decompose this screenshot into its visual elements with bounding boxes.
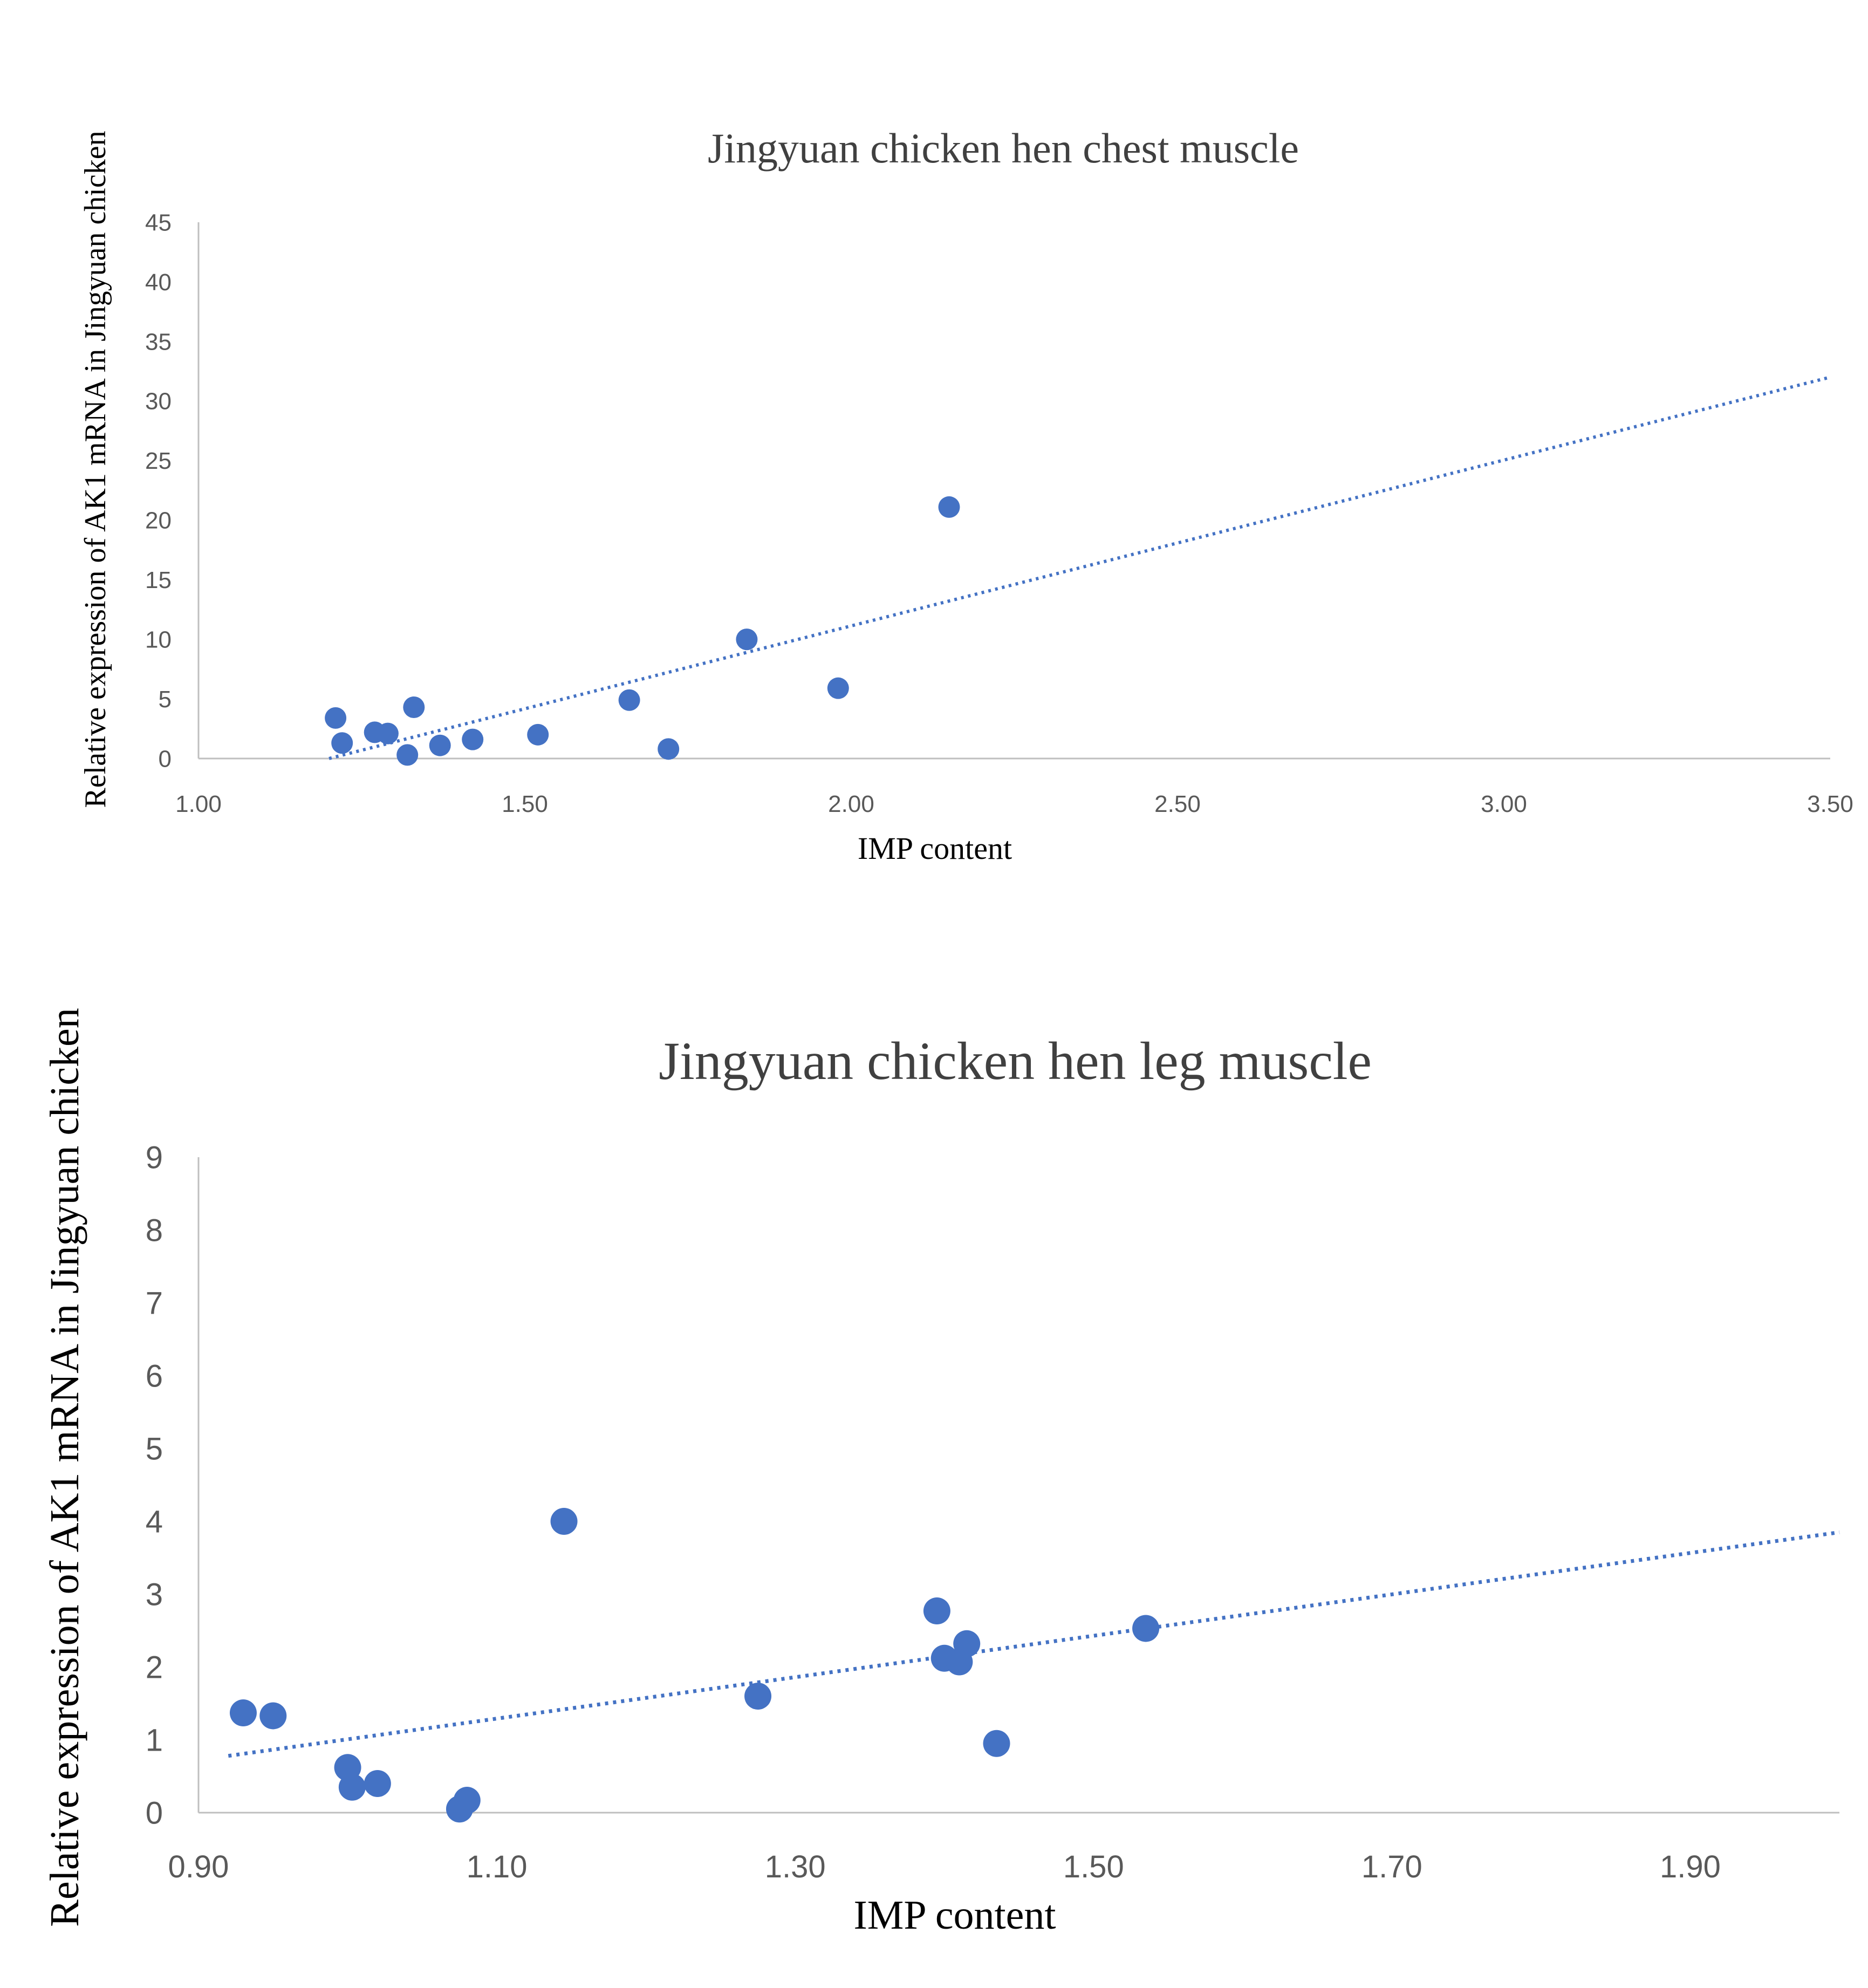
chest-x-tick-label: 1.00 <box>175 791 222 817</box>
leg-chart: Jingyuan chicken hen leg muscle Relative… <box>42 1008 1840 1938</box>
leg-data-point <box>744 1683 772 1710</box>
chest-y-tick-label: 20 <box>145 508 172 534</box>
leg-data-point <box>1132 1615 1160 1642</box>
leg-data-point <box>983 1730 1010 1757</box>
leg-x-ticks: 0.90 1.10 1.30 1.50 1.70 1.90 <box>168 1849 1721 1884</box>
leg-x-tick-label: 1.10 <box>467 1849 528 1884</box>
chest-y-ticks: 0 5 10 15 20 25 30 35 40 45 <box>145 209 172 772</box>
chest-data-point <box>403 696 425 719</box>
leg-y-tick-label: 1 <box>146 1723 163 1758</box>
chest-x-tick-label: 2.50 <box>1154 791 1201 817</box>
chest-y-tick-label: 30 <box>145 388 172 415</box>
leg-y-tick-label: 6 <box>146 1358 163 1393</box>
chest-data-point <box>429 734 451 756</box>
leg-y-tick-label: 3 <box>146 1577 163 1612</box>
leg-data-point <box>923 1597 950 1625</box>
chest-data-point <box>658 738 680 760</box>
chest-chart: Jingyuan chicken hen chest muscle Relati… <box>79 125 1853 866</box>
leg-y-tick-label: 8 <box>146 1213 163 1248</box>
chest-x-tick-label: 1.50 <box>502 791 548 817</box>
chest-y-tick-label: 10 <box>145 627 172 653</box>
leg-chart-title: Jingyuan chicken hen leg muscle <box>659 1031 1372 1091</box>
leg-x-tick-label: 0.90 <box>168 1849 229 1884</box>
leg-y-tick-label: 4 <box>146 1504 163 1539</box>
chest-points <box>325 496 960 766</box>
leg-trendline <box>228 1530 1840 1758</box>
chest-data-point <box>325 707 347 729</box>
chest-chart-title: Jingyuan chicken hen chest muscle <box>708 125 1299 172</box>
leg-x-tick-label: 1.90 <box>1660 1849 1721 1884</box>
leg-data-point <box>364 1770 391 1797</box>
chest-y-tick-label: 45 <box>145 209 172 236</box>
chest-data-point <box>736 628 758 651</box>
leg-data-point <box>550 1508 578 1535</box>
chest-data-point <box>462 728 484 750</box>
leg-data-point <box>259 1702 287 1730</box>
chest-y-tick-label: 25 <box>145 448 172 474</box>
leg-y-tick-label: 7 <box>146 1286 163 1321</box>
chest-x-tick-label: 3.00 <box>1481 791 1527 817</box>
leg-y-ticks: 0 1 2 3 4 5 6 7 8 9 <box>146 1140 163 1830</box>
leg-y-tick-label: 0 <box>146 1795 163 1830</box>
chest-trendline <box>329 375 1831 760</box>
leg-data-point <box>338 1773 366 1801</box>
chest-data-point <box>527 723 549 746</box>
chest-x-tick-label: 2.00 <box>828 791 874 817</box>
chest-y-tick-label: 35 <box>145 329 172 355</box>
leg-y-axis-title: Relative expression of AK1 mRNA in Jingy… <box>42 1008 87 1926</box>
leg-x-tick-label: 1.70 <box>1361 1849 1422 1884</box>
chest-y-tick-label: 5 <box>159 686 172 713</box>
chest-x-ticks: 1.00 1.50 2.00 2.50 3.00 3.50 <box>175 791 1853 817</box>
chest-x-axis-title: IMP content <box>858 831 1012 866</box>
leg-x-tick-label: 1.50 <box>1063 1849 1124 1884</box>
leg-y-tick-label: 2 <box>146 1650 163 1685</box>
chest-data-point <box>396 744 419 766</box>
leg-y-tick-label: 9 <box>146 1140 163 1175</box>
leg-data-point <box>953 1630 981 1657</box>
chest-y-tick-label: 0 <box>159 746 172 772</box>
chest-y-axis-title: Relative expression of AK1 mRNA in Jingy… <box>79 131 112 808</box>
leg-data-point <box>229 1699 257 1727</box>
leg-data-point <box>453 1787 481 1814</box>
chest-data-point <box>938 496 960 518</box>
chest-x-tick-label: 3.50 <box>1807 791 1853 817</box>
leg-x-tick-label: 1.30 <box>765 1849 826 1884</box>
chest-y-tick-label: 15 <box>145 567 172 593</box>
chest-data-point <box>377 722 399 744</box>
chest-y-tick-label: 40 <box>145 269 172 296</box>
leg-points <box>229 1508 1160 1823</box>
leg-x-axis-title: IMP content <box>853 1893 1056 1938</box>
leg-y-tick-label: 5 <box>146 1431 163 1466</box>
chest-data-point <box>331 732 353 754</box>
chest-data-point <box>618 689 640 711</box>
chest-data-point <box>827 677 849 699</box>
